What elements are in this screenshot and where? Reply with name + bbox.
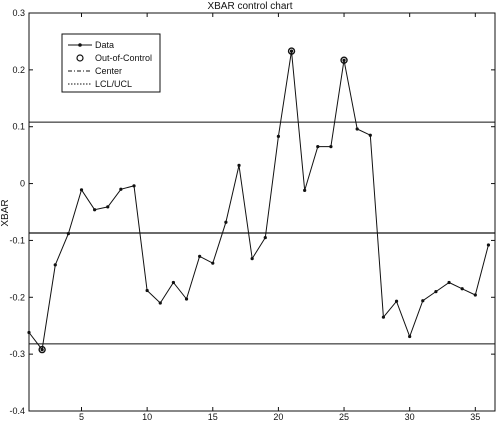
legend-limits-label: LCL/UCL xyxy=(95,79,132,89)
y-axis-label: XBAR xyxy=(0,199,11,226)
data-point xyxy=(289,49,294,53)
data-point xyxy=(145,288,149,293)
legend-data-label: Data xyxy=(95,40,114,50)
data-point xyxy=(408,334,412,339)
data-point xyxy=(79,188,84,192)
x-tick-label: 25 xyxy=(339,412,349,421)
out-of-control-marker xyxy=(38,345,46,354)
x-tick-label: 15 xyxy=(208,412,218,421)
data-point xyxy=(40,347,44,352)
legend-center-label: Center xyxy=(95,66,122,76)
axes-layer: 5 10 15 20 25 30 35 -0.4 -0.3 -0.2 -0.1 0 0.1 0.2 0.3 xyxy=(9,8,495,421)
data-point xyxy=(473,293,477,297)
y-tick-label: 0.2 xyxy=(12,65,25,75)
y-tick-label: 0.3 xyxy=(12,8,25,18)
data-point xyxy=(434,290,438,294)
x-tick-label: 35 xyxy=(470,412,480,421)
legend-data-marker xyxy=(78,43,82,47)
data-point xyxy=(250,257,254,261)
data-point xyxy=(303,188,307,192)
out-of-control-marker xyxy=(340,56,348,64)
data-series-line xyxy=(28,51,489,351)
reference-lines xyxy=(29,121,495,345)
y-tick-label: 0 xyxy=(20,179,25,189)
legend-out-of-control-label: Out-of-Control xyxy=(95,53,152,63)
y-tick-label: -0.2 xyxy=(9,292,25,302)
plot-area-border xyxy=(28,12,496,412)
data-point xyxy=(342,58,346,62)
x-tick-label: 5 xyxy=(79,412,84,421)
data-point xyxy=(132,184,136,188)
data-series xyxy=(27,47,491,354)
data-point xyxy=(198,254,202,258)
data-point xyxy=(53,263,57,267)
data-point xyxy=(237,163,241,167)
data-point xyxy=(381,315,386,319)
x-tick-label: 20 xyxy=(273,412,283,421)
data-point xyxy=(276,134,281,138)
data-point xyxy=(263,235,267,240)
out-of-control-marker xyxy=(287,47,296,55)
data-point xyxy=(394,299,399,303)
plot-frame xyxy=(28,12,496,412)
data-point xyxy=(27,330,31,335)
data-point xyxy=(460,287,464,291)
data-point xyxy=(158,301,162,305)
data-point xyxy=(368,133,372,137)
data-point xyxy=(224,220,228,224)
data-point xyxy=(66,232,70,236)
data-point xyxy=(119,187,123,191)
y-tick-label: -0.1 xyxy=(9,235,25,245)
data-point xyxy=(316,145,320,149)
chart-title: XBAR control chart xyxy=(207,1,292,12)
legend-box xyxy=(61,33,161,93)
data-point xyxy=(184,297,189,301)
x-tick-label: 10 xyxy=(142,412,152,421)
data-point xyxy=(355,127,359,131)
x-tick-label: 30 xyxy=(405,412,415,421)
data-point xyxy=(93,208,97,212)
data-point xyxy=(106,205,110,209)
legend: Data Out-of-Control Center LCL/UCL xyxy=(61,33,161,93)
data-point xyxy=(211,261,215,265)
y-tick-label: -0.3 xyxy=(9,349,25,359)
y-tick-label: -0.4 xyxy=(9,406,25,416)
data-point xyxy=(171,280,175,285)
legend-out-of-control-marker xyxy=(76,54,84,62)
data-point xyxy=(447,280,451,285)
data-point xyxy=(486,243,491,247)
data-point xyxy=(421,299,425,303)
y-tick-label: 0.1 xyxy=(12,122,25,132)
data-point xyxy=(329,145,333,149)
